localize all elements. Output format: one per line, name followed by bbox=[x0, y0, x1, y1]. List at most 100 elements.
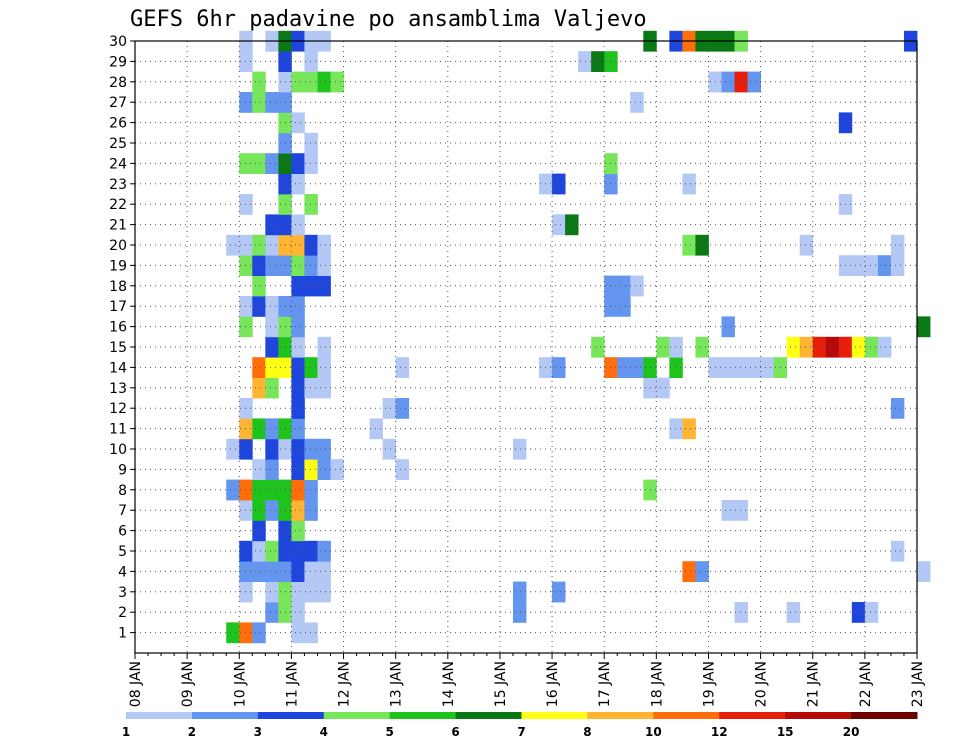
heatmap-cell bbox=[265, 540, 279, 562]
heatmap-cell bbox=[734, 500, 748, 521]
y-tick-label: 10 bbox=[109, 442, 127, 458]
heatmap-cell bbox=[252, 561, 266, 582]
heatmap-cell bbox=[317, 71, 331, 93]
x-tick-label: 19 JAN bbox=[701, 661, 717, 707]
heatmap-cell bbox=[252, 622, 266, 644]
y-tick-label: 13 bbox=[109, 381, 127, 397]
legend-swatch bbox=[521, 712, 588, 719]
heatmap-cell bbox=[864, 255, 879, 276]
heatmap-cell bbox=[252, 234, 266, 256]
legend-swatch bbox=[257, 712, 325, 719]
heatmap-cell bbox=[317, 377, 331, 399]
legend-label: 20 bbox=[843, 725, 860, 739]
heatmap-cell bbox=[304, 153, 318, 174]
heatmap-cell bbox=[369, 418, 384, 440]
y-tick-label: 11 bbox=[109, 422, 127, 438]
heatmap-cell bbox=[265, 418, 279, 440]
heatmap-cell bbox=[265, 255, 279, 276]
heatmap-cell bbox=[304, 438, 318, 460]
heatmap-cell bbox=[291, 438, 305, 460]
legend-swatch bbox=[323, 712, 391, 719]
heatmap-cell bbox=[252, 377, 266, 399]
heatmap-cell bbox=[304, 479, 318, 501]
x-tick-label: 17 JAN bbox=[597, 661, 613, 707]
legend-label: 7 bbox=[517, 725, 525, 739]
y-tick-label: 16 bbox=[109, 320, 127, 336]
y-tick-label: 12 bbox=[109, 401, 127, 417]
heatmap-cell bbox=[265, 234, 279, 256]
heatmap-cell bbox=[812, 336, 827, 358]
heatmap-cell bbox=[317, 255, 331, 276]
x-tick-label: 22 JAN bbox=[858, 661, 874, 707]
heatmap-cell bbox=[226, 622, 240, 644]
heatmap-cell bbox=[760, 357, 775, 378]
heatmap-cell bbox=[317, 336, 331, 358]
heatmap-cell bbox=[291, 398, 305, 419]
y-tick-label: 7 bbox=[118, 503, 127, 519]
heatmap-cell bbox=[291, 459, 305, 480]
y-tick-label: 27 bbox=[109, 95, 127, 111]
heatmap-cell bbox=[265, 92, 279, 113]
x-tick-label: 10 JAN bbox=[232, 661, 248, 707]
heatmap-cell bbox=[265, 316, 279, 338]
heatmap-cell bbox=[917, 561, 931, 582]
y-tick-label: 2 bbox=[118, 605, 127, 621]
chart-title: GEFS 6hr padavine po ansamblima Valjevo bbox=[130, 7, 647, 32]
heatmap-cell bbox=[317, 561, 331, 582]
heatmap-cell bbox=[721, 71, 735, 93]
heatmap-cell bbox=[304, 540, 318, 562]
heatmap-cell bbox=[552, 357, 566, 378]
heatmap-cell bbox=[291, 255, 305, 276]
heatmap-cell bbox=[304, 132, 318, 154]
heatmap-cell bbox=[291, 336, 305, 358]
heatmap-cell bbox=[721, 357, 735, 378]
heatmap-cell bbox=[617, 357, 631, 378]
x-tick-label: 11 JAN bbox=[284, 661, 300, 707]
heatmap-cell bbox=[265, 214, 279, 236]
heatmap-cell bbox=[304, 71, 318, 93]
heatmap-cell bbox=[304, 377, 318, 399]
heatmap-cell bbox=[695, 234, 709, 256]
heatmap-cell bbox=[265, 296, 279, 317]
heatmap-cell bbox=[395, 459, 410, 480]
heatmap-cell bbox=[330, 71, 344, 93]
heatmap-cell bbox=[734, 357, 748, 378]
legend-label: 1 bbox=[122, 725, 130, 739]
x-tick-label: 14 JAN bbox=[441, 661, 457, 707]
heatmap-cell bbox=[265, 377, 279, 399]
heatmap-cell bbox=[656, 377, 670, 399]
heatmap-cell bbox=[252, 418, 266, 440]
heatmap-cell bbox=[317, 234, 331, 256]
y-tick-label: 4 bbox=[118, 564, 127, 580]
heatmap-cell bbox=[382, 438, 397, 460]
heatmap-cell bbox=[317, 275, 331, 297]
heatmap-cell bbox=[864, 602, 879, 623]
heatmap-cell bbox=[786, 336, 801, 358]
heatmap-cell bbox=[291, 153, 305, 174]
heatmap-cell bbox=[917, 316, 931, 338]
legend-label: 8 bbox=[583, 725, 591, 739]
heatmap-cell bbox=[291, 357, 305, 378]
y-tick-label: 8 bbox=[118, 483, 127, 499]
heatmap-cell bbox=[252, 520, 266, 542]
heatmap-cell bbox=[252, 479, 266, 501]
heatmap-cell bbox=[304, 622, 318, 644]
legend-swatch bbox=[455, 712, 522, 719]
heatmap-cell bbox=[512, 438, 527, 460]
heatmap-cell bbox=[252, 71, 266, 93]
heatmap-cell bbox=[890, 255, 905, 276]
heatmap-cell bbox=[252, 275, 266, 297]
heatmap-cell bbox=[682, 561, 696, 582]
heatmap-cell bbox=[252, 92, 266, 113]
heatmap-cell bbox=[317, 438, 331, 460]
heatmap-cell bbox=[851, 336, 866, 358]
heatmap-cell bbox=[252, 357, 266, 378]
heatmap-cell bbox=[304, 51, 318, 72]
y-tick-label: 14 bbox=[109, 360, 127, 376]
heatmap-cell bbox=[291, 500, 305, 521]
heatmap-cell bbox=[252, 540, 266, 562]
heatmap-cell bbox=[747, 357, 761, 378]
heatmap-cell bbox=[799, 336, 814, 358]
